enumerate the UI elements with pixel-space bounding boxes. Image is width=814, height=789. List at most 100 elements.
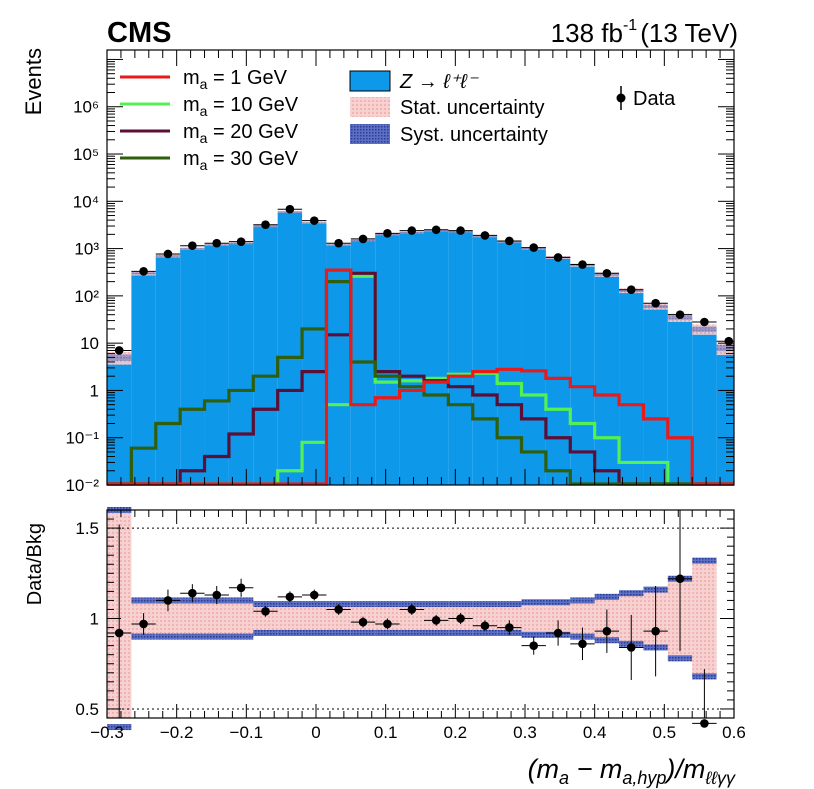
top-y-tick-label: 10⁴	[73, 192, 99, 211]
background-histogram	[107, 211, 734, 486]
ratio-point	[553, 628, 563, 638]
ratio-point	[480, 621, 490, 631]
ratio-point	[529, 641, 539, 650]
background-bar	[277, 211, 303, 485]
ratio-syst-band-lower	[228, 633, 254, 640]
background-bar	[155, 255, 181, 485]
data-point	[456, 226, 465, 235]
ratio-point	[212, 590, 222, 600]
data-point	[383, 229, 392, 238]
top-y-tick-label: 10⁻²	[65, 476, 99, 495]
ratio-point	[407, 605, 417, 614]
background-bar	[180, 248, 205, 485]
ratio-syst-band-lower	[399, 629, 424, 636]
data-point	[334, 238, 343, 248]
top-axis-ticks: 10⁻² 10⁻¹ 1 10 10² 10³ 10⁴ 10⁵ 10⁶	[65, 50, 735, 495]
ratio-point	[139, 619, 148, 629]
x-tick-label: 0.2	[444, 723, 468, 742]
top-y-tick-label: 10⁻¹	[65, 429, 99, 448]
data-point	[236, 237, 246, 246]
ratio-syst-band-upper	[692, 557, 717, 564]
ratio-point	[188, 588, 197, 598]
ratio-point	[700, 719, 709, 728]
ratio-syst-band-upper	[521, 599, 546, 606]
signal-line-30gev	[107, 280, 734, 486]
bottom-y-tick-label: 1	[90, 610, 99, 629]
ratio-syst-band-lower	[107, 724, 132, 731]
ratio-stat-band	[180, 600, 205, 637]
ratio-point	[334, 605, 343, 614]
data-point	[114, 346, 124, 355]
legend-label-zll: Z → ℓ⁺ℓ⁻	[399, 71, 479, 93]
background-bar	[619, 290, 644, 485]
background-bar	[228, 243, 254, 485]
data-point	[188, 241, 197, 251]
top-y-tick-label: 10	[80, 334, 99, 353]
data-point	[700, 317, 709, 327]
ratio-stat-band	[277, 604, 303, 633]
ratio-syst-band-lower	[423, 629, 449, 636]
x-tick-label: 0	[311, 723, 320, 742]
background-bar	[131, 273, 156, 485]
ratio-point	[505, 623, 514, 632]
ratio-points	[107, 510, 717, 728]
ratio-syst-band-lower	[667, 655, 693, 662]
lumi-label: 138 fb	[551, 18, 623, 48]
ratio-point	[236, 583, 246, 593]
data-point	[431, 225, 441, 235]
ratio-uncertainty-bands	[107, 507, 717, 731]
data-point	[529, 243, 539, 252]
background-bar	[545, 257, 571, 485]
ratio-syst-band-upper	[131, 597, 156, 604]
data-point	[675, 310, 685, 319]
background-bar	[253, 226, 278, 486]
ratio-syst-band-upper	[497, 601, 522, 608]
background-bar	[643, 306, 668, 485]
legend-label-30gev: ma = 30 GeV	[183, 148, 299, 173]
signal-histograms	[107, 268, 734, 486]
data-point	[309, 216, 319, 225]
background-bar	[521, 248, 546, 485]
x-tick-label: 0.5	[653, 723, 677, 742]
legend-label-1gev: ma = 1 GeV	[183, 67, 288, 92]
x-tick-label: −0.3	[90, 723, 124, 742]
x-axis-label: (ma − ma,hyp)/mℓℓγγ	[528, 754, 736, 788]
data-point	[139, 267, 148, 276]
legend-label-stat: Stat. uncertainty	[400, 97, 545, 119]
ratio-syst-band-lower	[253, 629, 278, 636]
legend-swatch-stat	[350, 97, 390, 117]
top-y-tick-label: 10⁵	[73, 145, 99, 164]
ratio-syst-band-lower	[350, 629, 376, 636]
data-point	[505, 236, 514, 246]
ratio-stat-band	[228, 600, 254, 637]
ratio-syst-band-lower	[302, 629, 327, 636]
ratio-stat-band	[302, 604, 327, 633]
ratio-point	[309, 590, 319, 600]
lumi-exponent: -1	[623, 17, 637, 34]
data-point	[626, 285, 636, 295]
ratio-point	[163, 596, 173, 605]
bottom-panel-frame	[106, 509, 735, 719]
ratio-syst-band-lower	[472, 629, 498, 636]
background-bar	[423, 230, 449, 485]
background-bar	[716, 347, 734, 485]
data-point	[553, 253, 563, 262]
ratio-stat-band	[204, 600, 229, 637]
background-bar	[667, 317, 693, 485]
background-bar	[399, 232, 424, 485]
ratio-syst-band-upper	[448, 601, 473, 608]
signal-line-1gev	[107, 268, 734, 486]
data-point	[261, 220, 270, 230]
ratio-point	[261, 606, 270, 616]
background-bar	[448, 231, 473, 485]
ratio-point	[383, 619, 392, 629]
ratio-syst-band-upper	[619, 590, 644, 597]
ratio-syst-band-lower	[448, 629, 473, 636]
ratio-syst-band-lower	[277, 629, 303, 636]
ratio-syst-band-upper	[423, 601, 449, 608]
ratio-syst-band-lower	[521, 631, 546, 638]
ratio-syst-band-upper	[350, 601, 376, 608]
bottom-y-tick-label: 0.5	[75, 700, 99, 719]
x-tick-label: 0.4	[583, 723, 607, 742]
signal-line-20gev	[107, 271, 734, 486]
